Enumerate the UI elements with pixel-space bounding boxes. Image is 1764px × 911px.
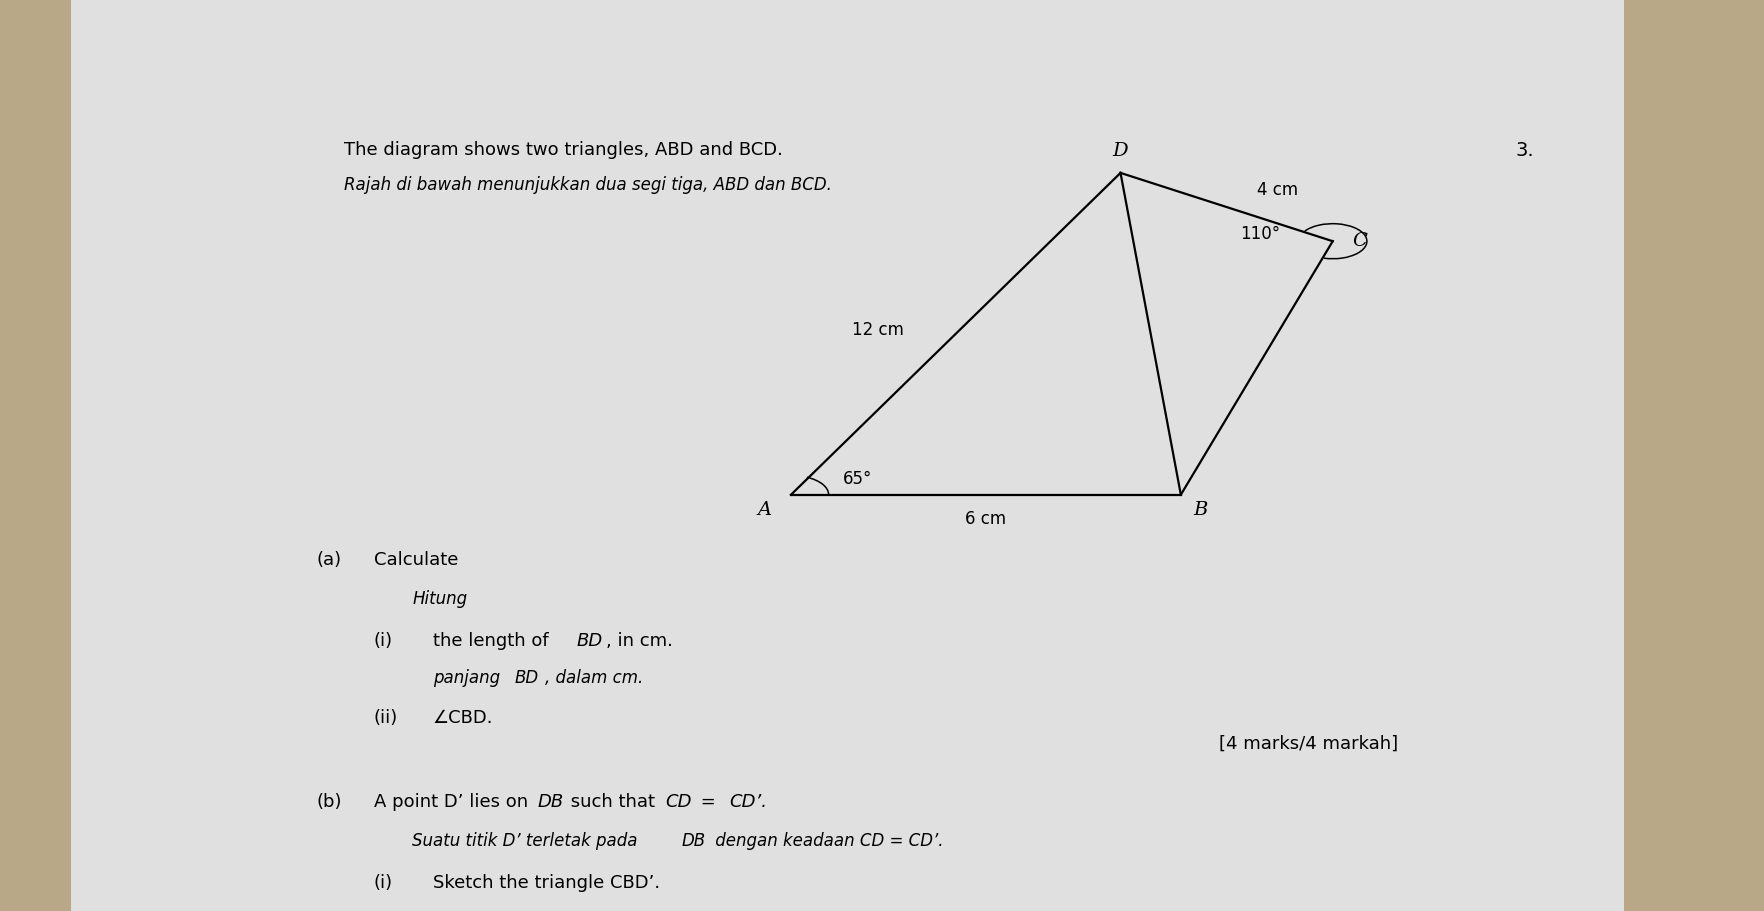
Text: (i): (i) xyxy=(374,632,393,650)
Text: ∠CBD.: ∠CBD. xyxy=(432,709,492,727)
Text: A point D’ lies on: A point D’ lies on xyxy=(374,793,533,812)
Text: (b): (b) xyxy=(316,793,342,812)
Text: CD: CD xyxy=(665,793,691,812)
Text: =: = xyxy=(695,793,721,812)
Text: Suatu titik D’ terletak pada: Suatu titik D’ terletak pada xyxy=(411,832,642,850)
Text: A: A xyxy=(757,501,771,519)
Text: Calculate: Calculate xyxy=(374,551,459,569)
Text: (ii): (ii) xyxy=(374,709,399,727)
Text: CD’.: CD’. xyxy=(729,793,767,812)
Text: 65°: 65° xyxy=(843,470,871,487)
Text: 4 cm: 4 cm xyxy=(1256,180,1297,199)
Text: DB: DB xyxy=(681,832,706,850)
Text: 110°: 110° xyxy=(1240,225,1281,243)
Text: such that: such that xyxy=(564,793,662,812)
Text: [4 marks/4 markah]: [4 marks/4 markah] xyxy=(1219,735,1397,753)
Text: , in cm.: , in cm. xyxy=(607,632,672,650)
Text: (a): (a) xyxy=(316,551,340,569)
Text: D: D xyxy=(1111,142,1127,160)
Text: BD: BD xyxy=(575,632,602,650)
Text: C: C xyxy=(1351,232,1367,251)
Text: Rajah di bawah menunjukkan dua segi tiga, ABD dan BCD.: Rajah di bawah menunjukkan dua segi tiga… xyxy=(344,176,831,194)
Text: Sketch the triangle CBD’.: Sketch the triangle CBD’. xyxy=(432,874,660,892)
Text: panjang: panjang xyxy=(432,669,505,687)
Text: , dalam cm.: , dalam cm. xyxy=(545,669,642,687)
Text: The diagram shows two triangles, ABD and BCD.: The diagram shows two triangles, ABD and… xyxy=(344,141,781,159)
Text: 3.: 3. xyxy=(1514,141,1533,160)
Text: DB: DB xyxy=(538,793,564,812)
Text: 12 cm: 12 cm xyxy=(852,322,903,339)
Text: B: B xyxy=(1192,501,1207,519)
Text: BD: BD xyxy=(515,669,538,687)
Text: Hitung: Hitung xyxy=(411,589,467,608)
Text: (i): (i) xyxy=(374,874,393,892)
Bar xyxy=(71,0,1623,911)
Text: the length of: the length of xyxy=(432,632,554,650)
Text: 6 cm: 6 cm xyxy=(965,510,1005,528)
Text: dengan keadaan CD = CD’.: dengan keadaan CD = CD’. xyxy=(709,832,944,850)
